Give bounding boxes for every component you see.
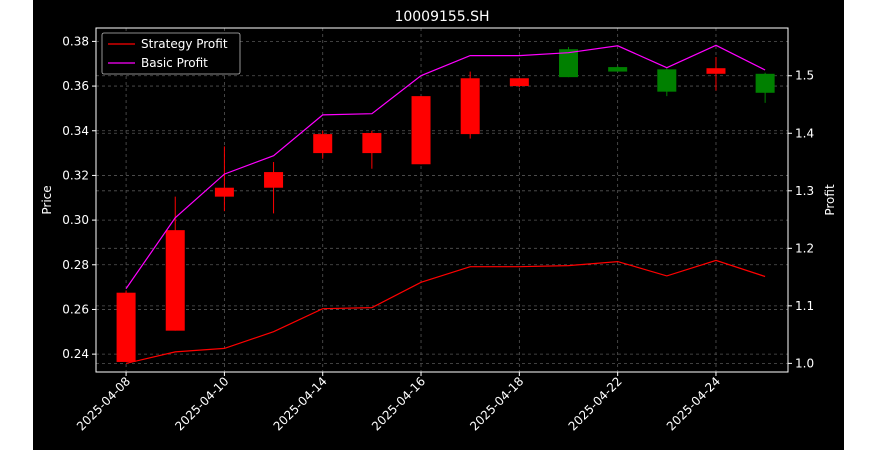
grid	[96, 28, 788, 372]
legend-box	[101, 32, 241, 75]
x-axis: 2025-04-08 2025-04-10 2025-04-14 2025-04-16…	[74, 372, 723, 433]
candle-body	[509, 78, 529, 87]
right-axis-tick-label: 1.4	[795, 126, 814, 140]
left-axis-tick-label: 0.32	[62, 168, 89, 182]
candle-body	[362, 132, 382, 154]
candle-body	[313, 134, 333, 154]
x-axis-tick-label: 2025-04-24	[664, 374, 723, 433]
candle-body	[116, 292, 136, 362]
left-axis-tick-label: 0.26	[62, 302, 89, 316]
x-axis-tick-label: 2025-04-10	[172, 374, 231, 433]
chart-figure: 10009155.SH 0.24 0.26 0.28 0.30 0.32 0.34 0.36…	[33, 0, 844, 450]
plot-frame	[95, 27, 789, 373]
x-axis-tick-label: 2025-04-08	[74, 374, 133, 433]
candles	[116, 46, 775, 362]
left-axis-tick-label: 0.38	[62, 34, 89, 48]
x-axis-tick-label: 2025-04-18	[467, 374, 526, 433]
left-axis: 0.24 0.26 0.28 0.30 0.32 0.34 0.36 0.38	[62, 34, 96, 361]
left-axis-tick-label: 0.24	[62, 347, 89, 361]
right-axis-tick-label: 1.0	[795, 356, 814, 370]
x-axis-tick-label: 2025-04-14	[271, 374, 330, 433]
left-axis-tick-label: 0.30	[62, 213, 89, 227]
basic-profit-line	[125, 44, 766, 289]
candle-body	[411, 96, 431, 165]
x-axis-tick-label: 2025-04-16	[369, 374, 428, 433]
left-axis-tick-label: 0.34	[62, 124, 89, 138]
legend: Strategy Profit Basic Profit	[101, 32, 241, 75]
candle-body	[608, 67, 628, 72]
profit-lines	[125, 44, 766, 364]
candle-body	[755, 73, 775, 93]
right-axis-tick-label: 1.2	[795, 241, 814, 255]
legend-label-strategy: Strategy Profit	[141, 37, 228, 51]
strategy-profit-line	[125, 259, 766, 364]
candle-body	[460, 78, 480, 135]
left-axis-tick-label: 0.28	[62, 258, 89, 272]
candle-body	[657, 69, 677, 92]
right-axis-tick-label: 1.3	[795, 184, 814, 198]
right-axis-tick-label: 1.5	[795, 69, 814, 83]
candlestick-chart: 10009155.SH 0.24 0.26 0.28 0.30 0.32 0.34 0.36…	[40, 9, 837, 433]
candle-body	[559, 49, 579, 78]
right-axis-label: Profit	[823, 184, 837, 216]
candle-body	[264, 172, 284, 188]
candle-body	[214, 187, 234, 197]
x-axis-tick-label: 2025-04-22	[566, 374, 625, 433]
candle-body	[165, 230, 185, 331]
candle-body	[706, 68, 726, 74]
left-axis-tick-label: 0.36	[62, 79, 89, 93]
legend-label-basic: Basic Profit	[141, 56, 208, 70]
right-axis: 1.0 1.1 1.2 1.3 1.4 1.5	[788, 69, 814, 370]
left-axis-label: Price	[40, 185, 54, 214]
right-axis-tick-label: 1.1	[795, 299, 814, 313]
chart-title: 10009155.SH	[394, 9, 489, 25]
